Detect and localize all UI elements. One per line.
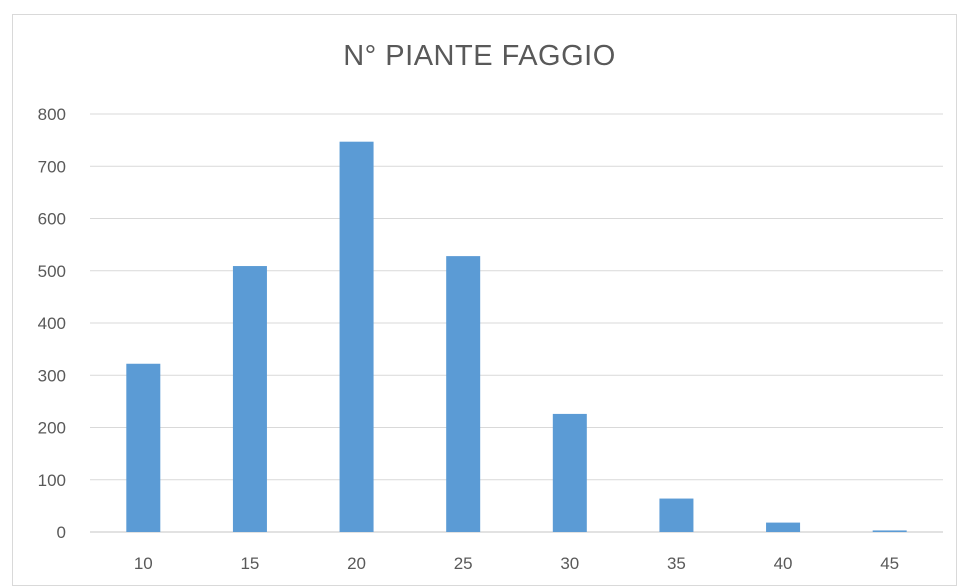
y-tick-label: 500	[38, 262, 66, 281]
x-tick-label: 35	[667, 554, 686, 573]
x-tick-label: 20	[347, 554, 366, 573]
y-tick-label: 700	[38, 157, 66, 176]
x-tick-label: 10	[134, 554, 153, 573]
y-tick-label: 0	[57, 523, 66, 542]
y-tick-label: 600	[38, 210, 66, 229]
chart-title: N° PIANTE FAGGIO	[343, 40, 616, 72]
y-axis-ticks: 0 100 200 300 400 500 600 700 800	[38, 105, 66, 542]
y-tick-label: 800	[38, 105, 66, 124]
bar	[872, 530, 907, 532]
chart-frame	[12, 14, 957, 586]
x-tick-label: 40	[774, 554, 793, 573]
x-axis-ticks: 10 15 20 25 30 35 40 45	[134, 554, 899, 573]
x-tick-label: 45	[880, 554, 899, 573]
bar	[766, 522, 801, 532]
bar	[552, 413, 587, 532]
x-tick-label: 25	[454, 554, 473, 573]
y-tick-label: 300	[38, 366, 66, 385]
bar	[126, 363, 161, 532]
bar	[232, 266, 267, 532]
bar	[446, 256, 481, 532]
gridlines	[90, 113, 943, 533]
y-tick-label: 200	[38, 419, 66, 438]
bar	[659, 498, 694, 532]
bars	[126, 141, 907, 532]
x-tick-label: 30	[560, 554, 579, 573]
x-tick-label: 15	[240, 554, 259, 573]
bar	[339, 141, 374, 532]
y-tick-label: 100	[38, 471, 66, 490]
y-tick-label: 400	[38, 314, 66, 333]
